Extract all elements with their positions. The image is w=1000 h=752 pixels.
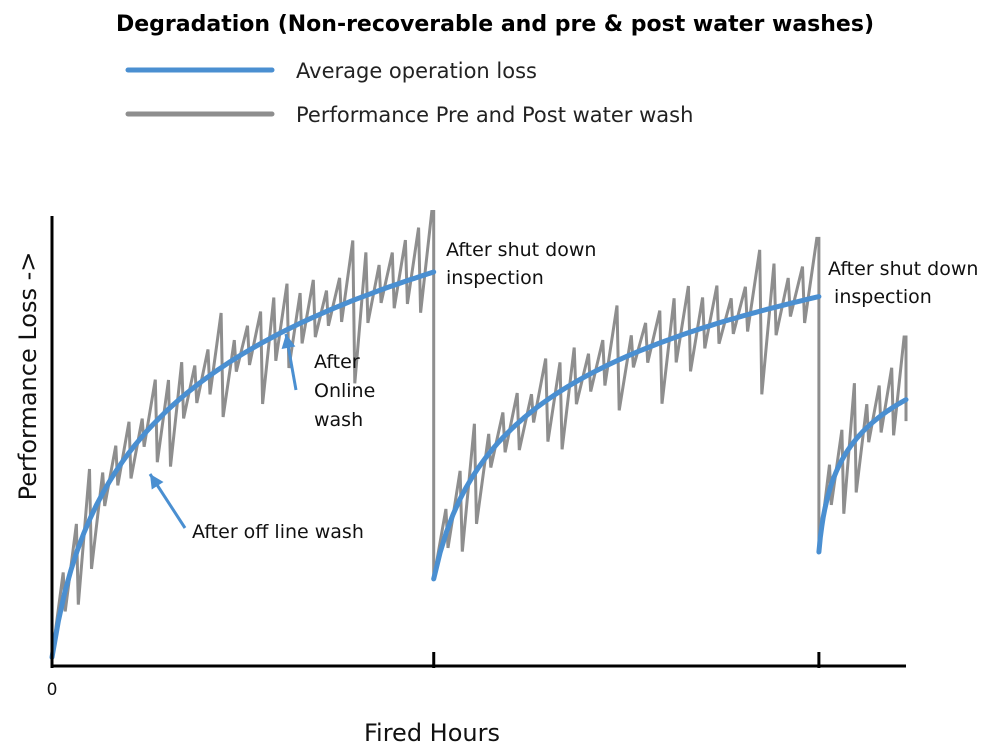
annotation-offline-line-0: After off line wash bbox=[192, 521, 364, 543]
axes: 0 bbox=[47, 216, 906, 700]
annotation-online-line-0: After bbox=[314, 351, 360, 373]
annotation-online-line-1: Online bbox=[314, 380, 375, 402]
annotation-shutdown1-line-0: After shut down bbox=[446, 239, 596, 261]
annotation-offline: After off line wash bbox=[192, 521, 364, 543]
series-average-segment-2 bbox=[816, 397, 909, 555]
annotation-online: After Online wash bbox=[314, 351, 375, 431]
series-average-segment-1 bbox=[431, 294, 822, 582]
annotation-arrowhead-offline bbox=[150, 474, 164, 490]
series-layer bbox=[49, 210, 909, 660]
chart-title: Degradation (Non-recoverable and pre & p… bbox=[116, 12, 874, 37]
x-tick-label-0: 0 bbox=[47, 680, 58, 700]
chart-legend: Average operation loss Performance Pre a… bbox=[125, 59, 693, 127]
annotation-shutdown2-line-0: After shut down bbox=[828, 258, 978, 280]
x-axis-label: Fired Hours bbox=[364, 719, 500, 747]
annotation-shutdown1-line-1: inspection bbox=[446, 267, 544, 289]
annotation-shutdown1: After shut down inspection bbox=[446, 239, 596, 289]
annotation-shutdown2: After shut down inspection bbox=[828, 258, 978, 308]
annotation-layer: After off line wash After Online wash After … bbox=[148, 239, 978, 543]
annotation-arrowhead-online bbox=[281, 334, 296, 350]
y-axis-label: Performance Loss -> bbox=[14, 252, 42, 501]
series-average-segment-0 bbox=[49, 269, 437, 660]
legend-label-average: Average operation loss bbox=[296, 59, 537, 83]
x-marker-layer bbox=[432, 652, 821, 668]
legend-label-performance: Performance Pre and Post water wash bbox=[296, 103, 693, 127]
annotation-shutdown2-line-1: inspection bbox=[828, 286, 932, 308]
annotation-online-line-2: wash bbox=[314, 409, 363, 431]
